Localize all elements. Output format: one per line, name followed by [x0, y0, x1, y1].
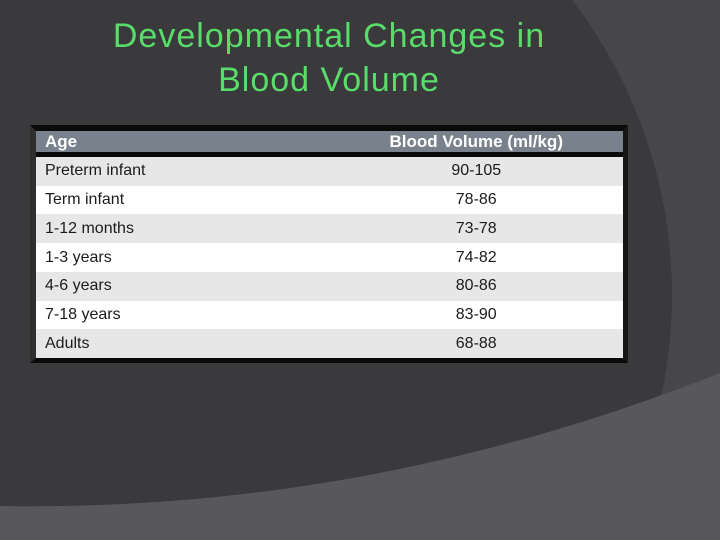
slide-title-line-2: Blood Volume [218, 61, 440, 99]
age-cell: 1-3 years [45, 248, 112, 266]
age-cell: Adults [45, 334, 90, 352]
volume-cell: 90-105 [451, 162, 502, 180]
age-cell: Preterm infant [45, 162, 146, 180]
table-row: 7-18 years 83-90 [36, 300, 623, 330]
table-body: Preterm infant 90-105 Term infant 78-86 … [36, 157, 623, 359]
volume-cell: 73-78 [455, 219, 497, 237]
slide-title: Developmental Changes in Blood Volume [30, 14, 628, 102]
table-row: 1-12 months 73-78 [36, 214, 623, 244]
age-cell: 7-18 years [45, 305, 121, 323]
table-row: 1-3 years 74-82 [36, 243, 623, 272]
table-header-row: Age Blood Volume (ml/kg) [36, 131, 623, 157]
volume-cell: 74-82 [455, 248, 497, 266]
volume-cell: 83-90 [455, 305, 497, 323]
blood-volume-table: Age Blood Volume (ml/kg) Preterm infant … [30, 125, 628, 363]
volume-cell: 78-86 [455, 191, 497, 209]
column-header-blood-volume: Blood Volume (ml/kg) [389, 131, 563, 151]
table-row: 4-6 years 80-86 [36, 271, 623, 301]
table-row: Preterm infant 90-105 [36, 157, 623, 186]
column-header-age: Age [45, 131, 78, 151]
slide-title-line-1: Developmental Changes in [112, 17, 546, 55]
table-row: Term infant 78-86 [36, 185, 623, 215]
volume-cell: 80-86 [455, 277, 497, 295]
age-cell: 4-6 years [45, 277, 112, 295]
background-bottom-band [0, 373, 720, 540]
age-cell: 1-12 months [45, 219, 134, 237]
table-row: Adults 68-88 [36, 329, 623, 359]
age-cell: Term infant [45, 191, 125, 209]
volume-cell: 68-88 [455, 334, 497, 352]
